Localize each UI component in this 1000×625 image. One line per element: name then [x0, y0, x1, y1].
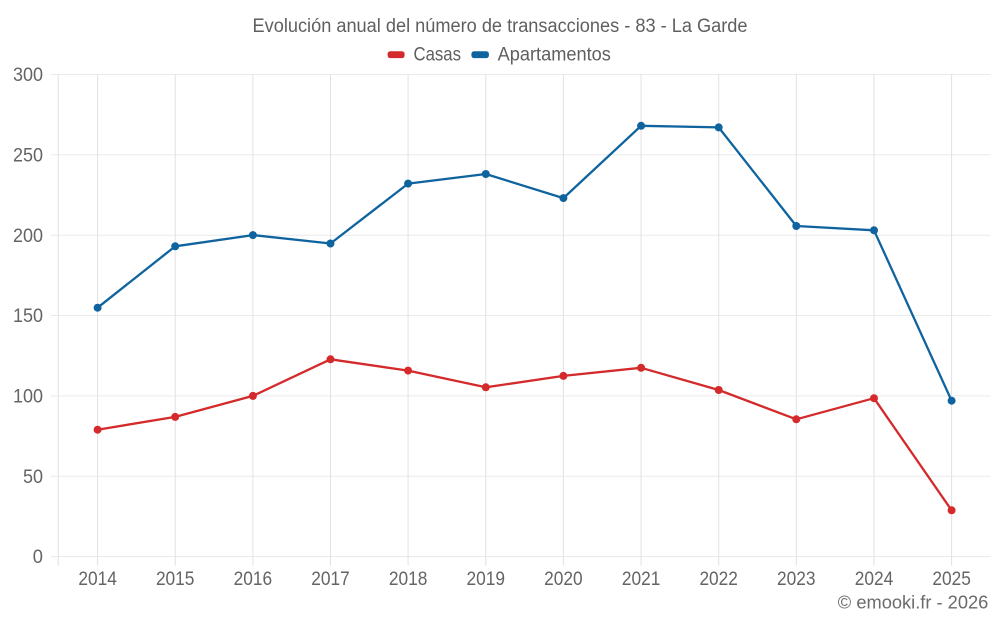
svg-text:2020: 2020 [544, 569, 583, 590]
svg-text:150: 150 [13, 306, 43, 327]
svg-text:Evolución anual del número de: Evolución anual del número de transaccio… [253, 16, 748, 37]
svg-text:0: 0 [33, 547, 43, 568]
svg-text:2015: 2015 [156, 569, 195, 590]
svg-text:2025: 2025 [932, 569, 971, 590]
svg-text:2019: 2019 [467, 569, 506, 590]
svg-text:2018: 2018 [389, 569, 428, 590]
svg-text:2022: 2022 [699, 569, 738, 590]
svg-text:300: 300 [13, 65, 43, 86]
svg-text:© emooki.fr - 2026: © emooki.fr - 2026 [838, 592, 989, 613]
svg-text:250: 250 [13, 145, 43, 166]
svg-text:2014: 2014 [78, 569, 117, 590]
svg-text:2017: 2017 [311, 569, 350, 590]
svg-text:50: 50 [23, 467, 43, 488]
svg-text:2024: 2024 [855, 569, 894, 590]
svg-text:Apartamentos: Apartamentos [498, 45, 611, 66]
svg-text:2023: 2023 [777, 569, 816, 590]
svg-text:2021: 2021 [622, 569, 661, 590]
svg-text:2016: 2016 [234, 569, 273, 590]
svg-text:200: 200 [13, 226, 43, 247]
svg-text:100: 100 [13, 387, 43, 408]
svg-text:Casas: Casas [414, 45, 462, 66]
